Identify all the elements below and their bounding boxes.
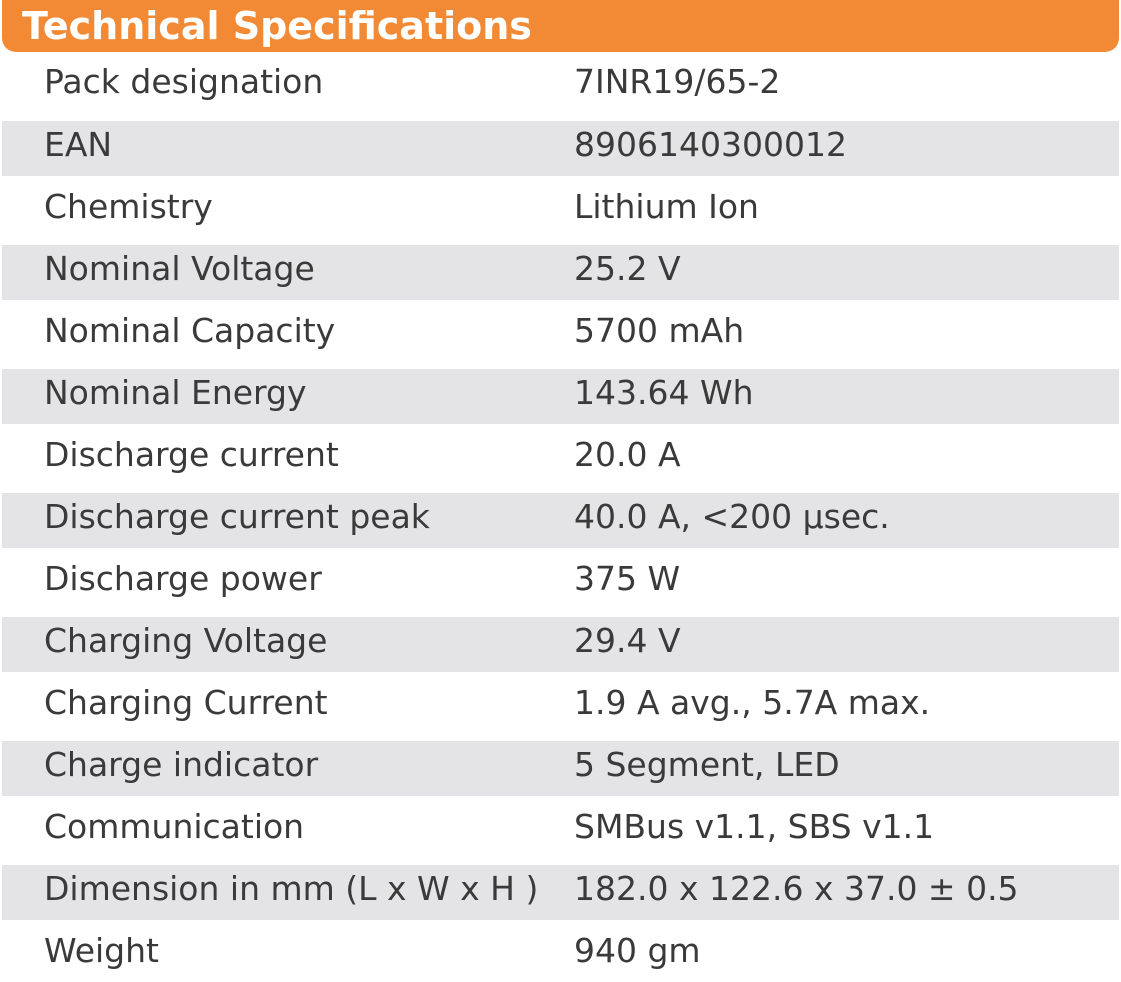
spec-row: Discharge power 375 W [2, 548, 1119, 610]
spec-value: 20.0 A [574, 435, 681, 474]
spec-value: Lithium Ion [574, 187, 759, 226]
spec-value: 8906140300012 [574, 125, 847, 164]
spec-label: Communication [44, 807, 305, 846]
row-shade [2, 121, 1119, 176]
spec-row: Nominal Energy 143.64 Wh [2, 362, 1119, 424]
section-header: Technical Specifications [2, 0, 1119, 52]
row-shade [2, 493, 1119, 548]
spec-row: Chemistry Lithium Ion [2, 176, 1119, 238]
spec-row: Discharge current 20.0 A [2, 424, 1119, 486]
spec-table: Pack designation 7INR19/65-2 EAN 8906140… [2, 52, 1119, 982]
spec-label: Charging Current [44, 683, 328, 722]
spec-value: 1.9 A avg., 5.7A max. [574, 683, 931, 722]
spec-value: 5700 mAh [574, 311, 745, 350]
spec-row: Charging Voltage 29.4 V [2, 610, 1119, 672]
spec-row: Nominal Capacity 5700 mAh [2, 300, 1119, 362]
spec-value: 29.4 V [574, 621, 681, 660]
spec-label: Discharge current [44, 435, 339, 474]
spec-row: Nominal Voltage 25.2 V [2, 238, 1119, 300]
spec-row: EAN 8906140300012 [2, 114, 1119, 176]
spec-label: Discharge current peak [44, 497, 430, 536]
spec-value: 143.64 Wh [574, 373, 754, 412]
spec-label: Charge indicator [44, 745, 319, 784]
spec-value: SMBus v1.1, SBS v1.1 [574, 807, 935, 846]
row-shade [2, 741, 1119, 796]
spec-row: Discharge current peak 40.0 A, <200 µsec… [2, 486, 1119, 548]
spec-value: 182.0 x 122.6 x 37.0 ± 0.5 [574, 869, 1019, 908]
spec-label: Chemistry [44, 187, 213, 226]
spec-label: Charging Voltage [44, 621, 328, 660]
row-shade [2, 617, 1119, 672]
spec-row: Pack designation 7INR19/65-2 [2, 52, 1119, 114]
spec-label: Pack designation [44, 62, 324, 101]
spec-value: 375 W [574, 559, 681, 598]
spec-label: Discharge power [44, 559, 322, 598]
spec-label: EAN [44, 125, 113, 164]
spec-row: Dimension in mm (L x W x H ) 182.0 x 122… [2, 858, 1119, 920]
spec-label: Nominal Voltage [44, 249, 315, 288]
spec-label: Weight [44, 931, 159, 970]
spec-label: Nominal Capacity [44, 311, 336, 350]
spec-value: 40.0 A, <200 µsec. [574, 497, 890, 536]
spec-value: 25.2 V [574, 249, 681, 288]
spec-row: Charge indicator 5 Segment, LED [2, 734, 1119, 796]
spec-row: Communication SMBus v1.1, SBS v1.1 [2, 796, 1119, 858]
spec-label: Nominal Energy [44, 373, 307, 412]
spec-row: Charging Current 1.9 A avg., 5.7A max. [2, 672, 1119, 734]
row-shade [2, 369, 1119, 424]
row-shade [2, 245, 1119, 300]
spec-value: 7INR19/65-2 [574, 62, 781, 101]
spec-row: Weight 940 gm [2, 920, 1119, 982]
row-shade [2, 865, 1119, 920]
spec-value: 940 gm [574, 931, 701, 970]
spec-value: 5 Segment, LED [574, 745, 840, 784]
spec-label: Dimension in mm (L x W x H ) [44, 869, 539, 908]
section-title: Technical Specifications [22, 4, 532, 48]
